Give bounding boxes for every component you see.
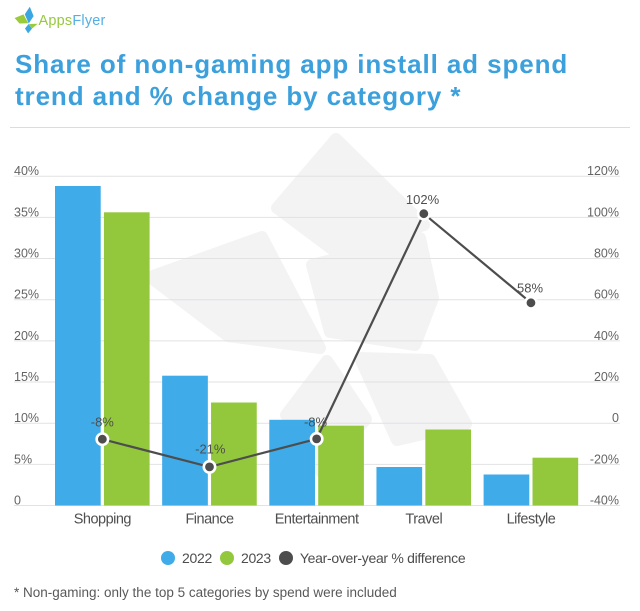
svg-text:AppsFlyer: AppsFlyer xyxy=(39,13,106,29)
svg-text:40%: 40% xyxy=(14,164,39,178)
svg-text:102%: 102% xyxy=(406,192,440,207)
svg-text:Finance: Finance xyxy=(185,512,234,528)
svg-text:35%: 35% xyxy=(14,205,39,219)
svg-text:0: 0 xyxy=(612,411,619,425)
svg-text:25%: 25% xyxy=(14,288,39,302)
svg-text:-21%: -21% xyxy=(195,442,226,457)
svg-text:-20%: -20% xyxy=(590,452,619,466)
svg-text:-40%: -40% xyxy=(590,494,619,508)
svg-text:15%: 15% xyxy=(14,370,39,384)
svg-text:Lifestyle: Lifestyle xyxy=(507,512,556,528)
svg-text:5%: 5% xyxy=(14,452,32,466)
svg-text:Travel: Travel xyxy=(405,512,442,528)
svg-text:Entertainment: Entertainment xyxy=(275,512,359,528)
svg-text:20%: 20% xyxy=(594,370,619,384)
svg-text:58%: 58% xyxy=(517,281,543,296)
svg-text:0: 0 xyxy=(14,494,21,508)
svg-text:80%: 80% xyxy=(594,247,619,261)
svg-text:60%: 60% xyxy=(594,288,619,302)
svg-text:-8%: -8% xyxy=(91,415,115,430)
svg-text:40%: 40% xyxy=(594,329,619,343)
svg-text:20%: 20% xyxy=(14,329,39,343)
svg-text:-8%: -8% xyxy=(304,415,328,430)
svg-text:120%: 120% xyxy=(587,164,619,178)
svg-text:Shopping: Shopping xyxy=(74,512,132,528)
svg-text:30%: 30% xyxy=(14,247,39,261)
svg-text:100%: 100% xyxy=(587,205,619,219)
svg-text:10%: 10% xyxy=(14,411,39,425)
